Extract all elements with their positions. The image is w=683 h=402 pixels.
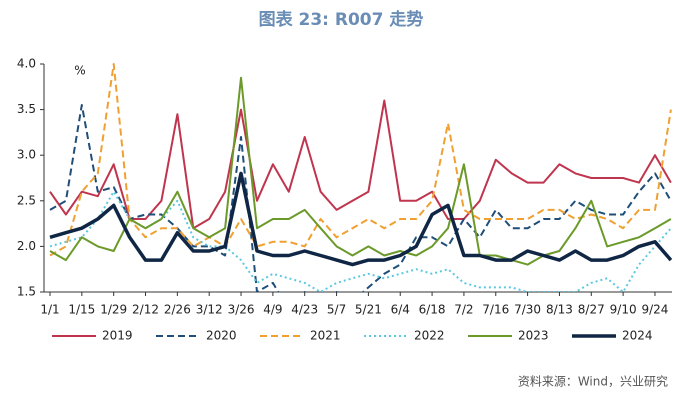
legend-label: 2022 <box>414 329 445 343</box>
x-tick-label: 2/12 <box>132 303 159 317</box>
legend-label: 2019 <box>102 329 133 343</box>
y-tick-label: 3.5 <box>17 102 36 116</box>
x-tick-label: 6/4 <box>391 303 410 317</box>
x-tick-label: 8/13 <box>546 303 573 317</box>
x-tick-label: 2/26 <box>164 303 191 317</box>
x-tick-label: 4/9 <box>263 303 282 317</box>
x-tick-label: 7/2 <box>454 303 473 317</box>
x-tick-label: 3/26 <box>228 303 255 317</box>
y-unit: % <box>74 64 85 78</box>
y-tick-label: 2.0 <box>17 239 36 253</box>
legend-label: 2020 <box>206 329 237 343</box>
series-line <box>49 190 672 292</box>
source-note: 资料来源：Wind，兴业研究 <box>518 374 668 389</box>
x-tick-label: 9/10 <box>610 303 637 317</box>
x-tick-label: 9/24 <box>641 303 668 317</box>
y-tick-label: 4.0 <box>17 57 36 71</box>
x-tick-label: 7/16 <box>482 303 509 317</box>
series-line <box>49 76 672 266</box>
x-tick-label: 8/27 <box>578 303 605 317</box>
y-tick-label: 2.5 <box>17 193 36 207</box>
plot-area <box>49 63 673 292</box>
x-tick-label: 1/29 <box>100 303 127 317</box>
x-tick-label: 1/15 <box>68 303 95 317</box>
legend-label: 2024 <box>622 329 653 343</box>
legend-label: 2021 <box>310 329 341 343</box>
chart-title: 图表 23: R007 走势 <box>259 9 424 30</box>
series-line <box>49 99 672 230</box>
x-tick-label: 1/1 <box>40 303 59 317</box>
series-line <box>49 63 672 257</box>
x-tick-label: 5/7 <box>327 303 346 317</box>
legend-label: 2023 <box>518 329 549 343</box>
x-tick-label: 6/18 <box>419 303 446 317</box>
y-tick-label: 1.5 <box>17 285 36 299</box>
x-tick-label: 3/12 <box>196 303 223 317</box>
x-tick-label: 5/21 <box>355 303 382 317</box>
x-tick-label: 7/30 <box>514 303 541 317</box>
x-tick-label: 4/23 <box>291 303 318 317</box>
series-line <box>49 104 672 292</box>
y-tick-label: 3.0 <box>17 148 36 162</box>
series-line <box>49 171 673 267</box>
